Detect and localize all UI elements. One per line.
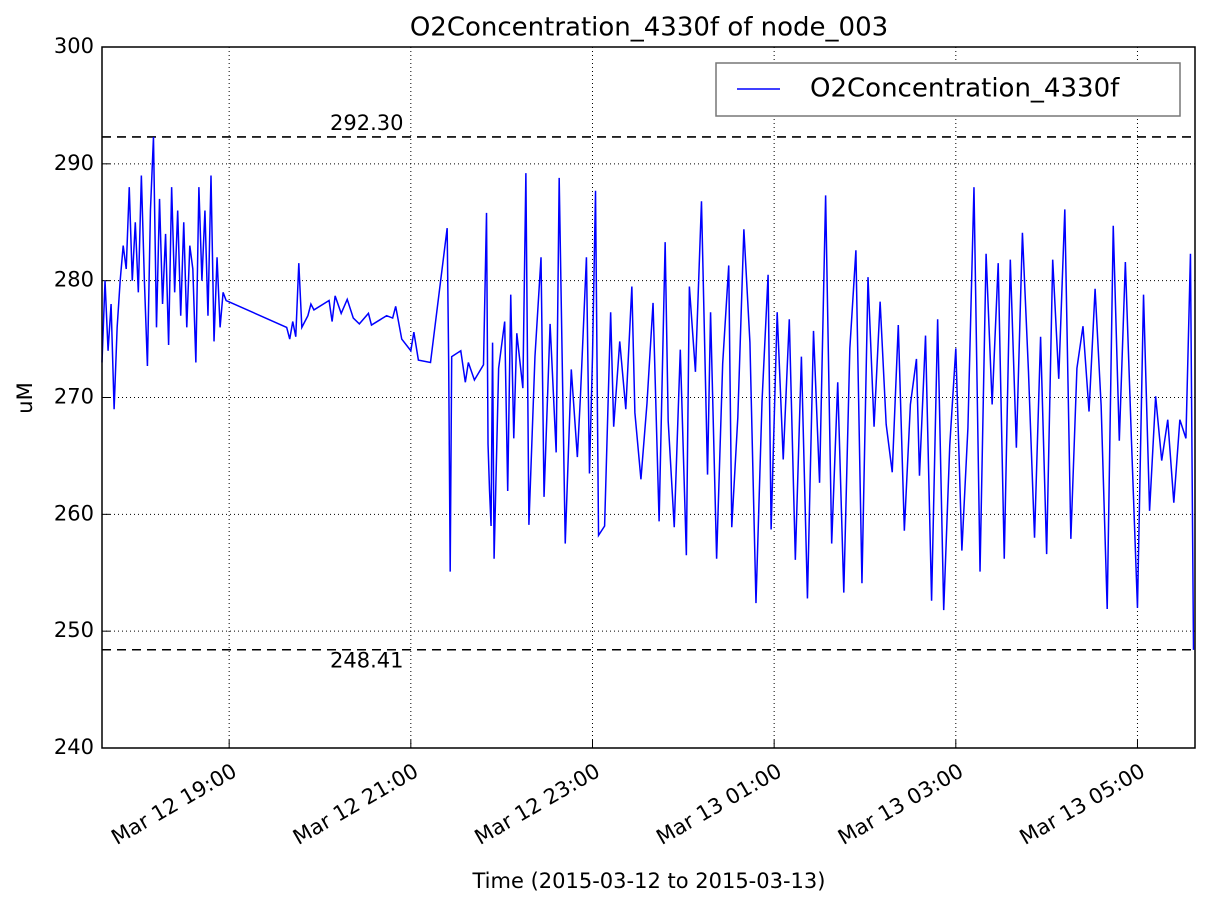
chart-title: O2Concentration_4330f of node_003 xyxy=(410,13,888,43)
x-tick-label: Mar 12 23:00 xyxy=(471,759,604,850)
y-tick-label: 260 xyxy=(54,501,94,525)
legend-box xyxy=(715,62,1181,117)
y-tick-label: 280 xyxy=(54,268,94,292)
y-tick-label: 290 xyxy=(54,151,94,175)
y-axis-label: uM xyxy=(13,382,37,413)
threshold-label: 292.30 xyxy=(330,111,403,135)
x-tick-label: Mar 13 01:00 xyxy=(652,759,785,850)
x-tick-label: Mar 13 03:00 xyxy=(834,759,967,850)
x-tick-label: Mar 12 19:00 xyxy=(107,759,240,850)
x-tick-label: Mar 13 05:00 xyxy=(1016,759,1149,850)
data-line xyxy=(101,136,1195,650)
x-tick-label: Mar 12 21:00 xyxy=(289,759,422,850)
y-tick-label: 300 xyxy=(54,34,94,58)
y-tick-label: 250 xyxy=(54,618,94,642)
legend-label: O2Concentration_4330f xyxy=(810,74,1120,104)
x-axis-label: Time (2015-03-12 to 2015-03-13) xyxy=(472,869,826,893)
y-tick-label: 270 xyxy=(54,385,94,409)
threshold-label: 248.41 xyxy=(330,649,403,673)
plot-frame xyxy=(101,46,1196,749)
y-tick-label: 240 xyxy=(54,735,94,759)
